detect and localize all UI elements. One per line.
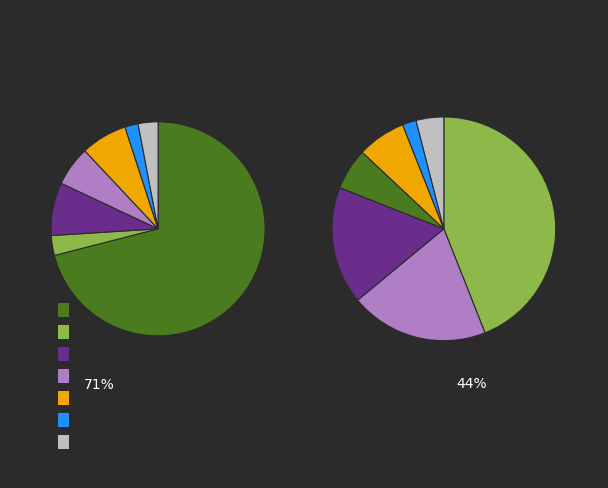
Wedge shape bbox=[61, 151, 158, 229]
Text: 44%: 44% bbox=[457, 376, 487, 390]
Wedge shape bbox=[402, 121, 444, 229]
Wedge shape bbox=[362, 125, 444, 229]
Wedge shape bbox=[85, 128, 158, 229]
Wedge shape bbox=[444, 118, 556, 333]
Wedge shape bbox=[138, 122, 158, 229]
Wedge shape bbox=[125, 124, 158, 229]
Wedge shape bbox=[51, 229, 158, 256]
Wedge shape bbox=[358, 229, 485, 341]
Text: 71%: 71% bbox=[84, 377, 114, 391]
Wedge shape bbox=[55, 122, 265, 336]
Wedge shape bbox=[51, 184, 158, 236]
Wedge shape bbox=[332, 188, 444, 301]
Wedge shape bbox=[340, 153, 444, 229]
Wedge shape bbox=[416, 118, 444, 229]
